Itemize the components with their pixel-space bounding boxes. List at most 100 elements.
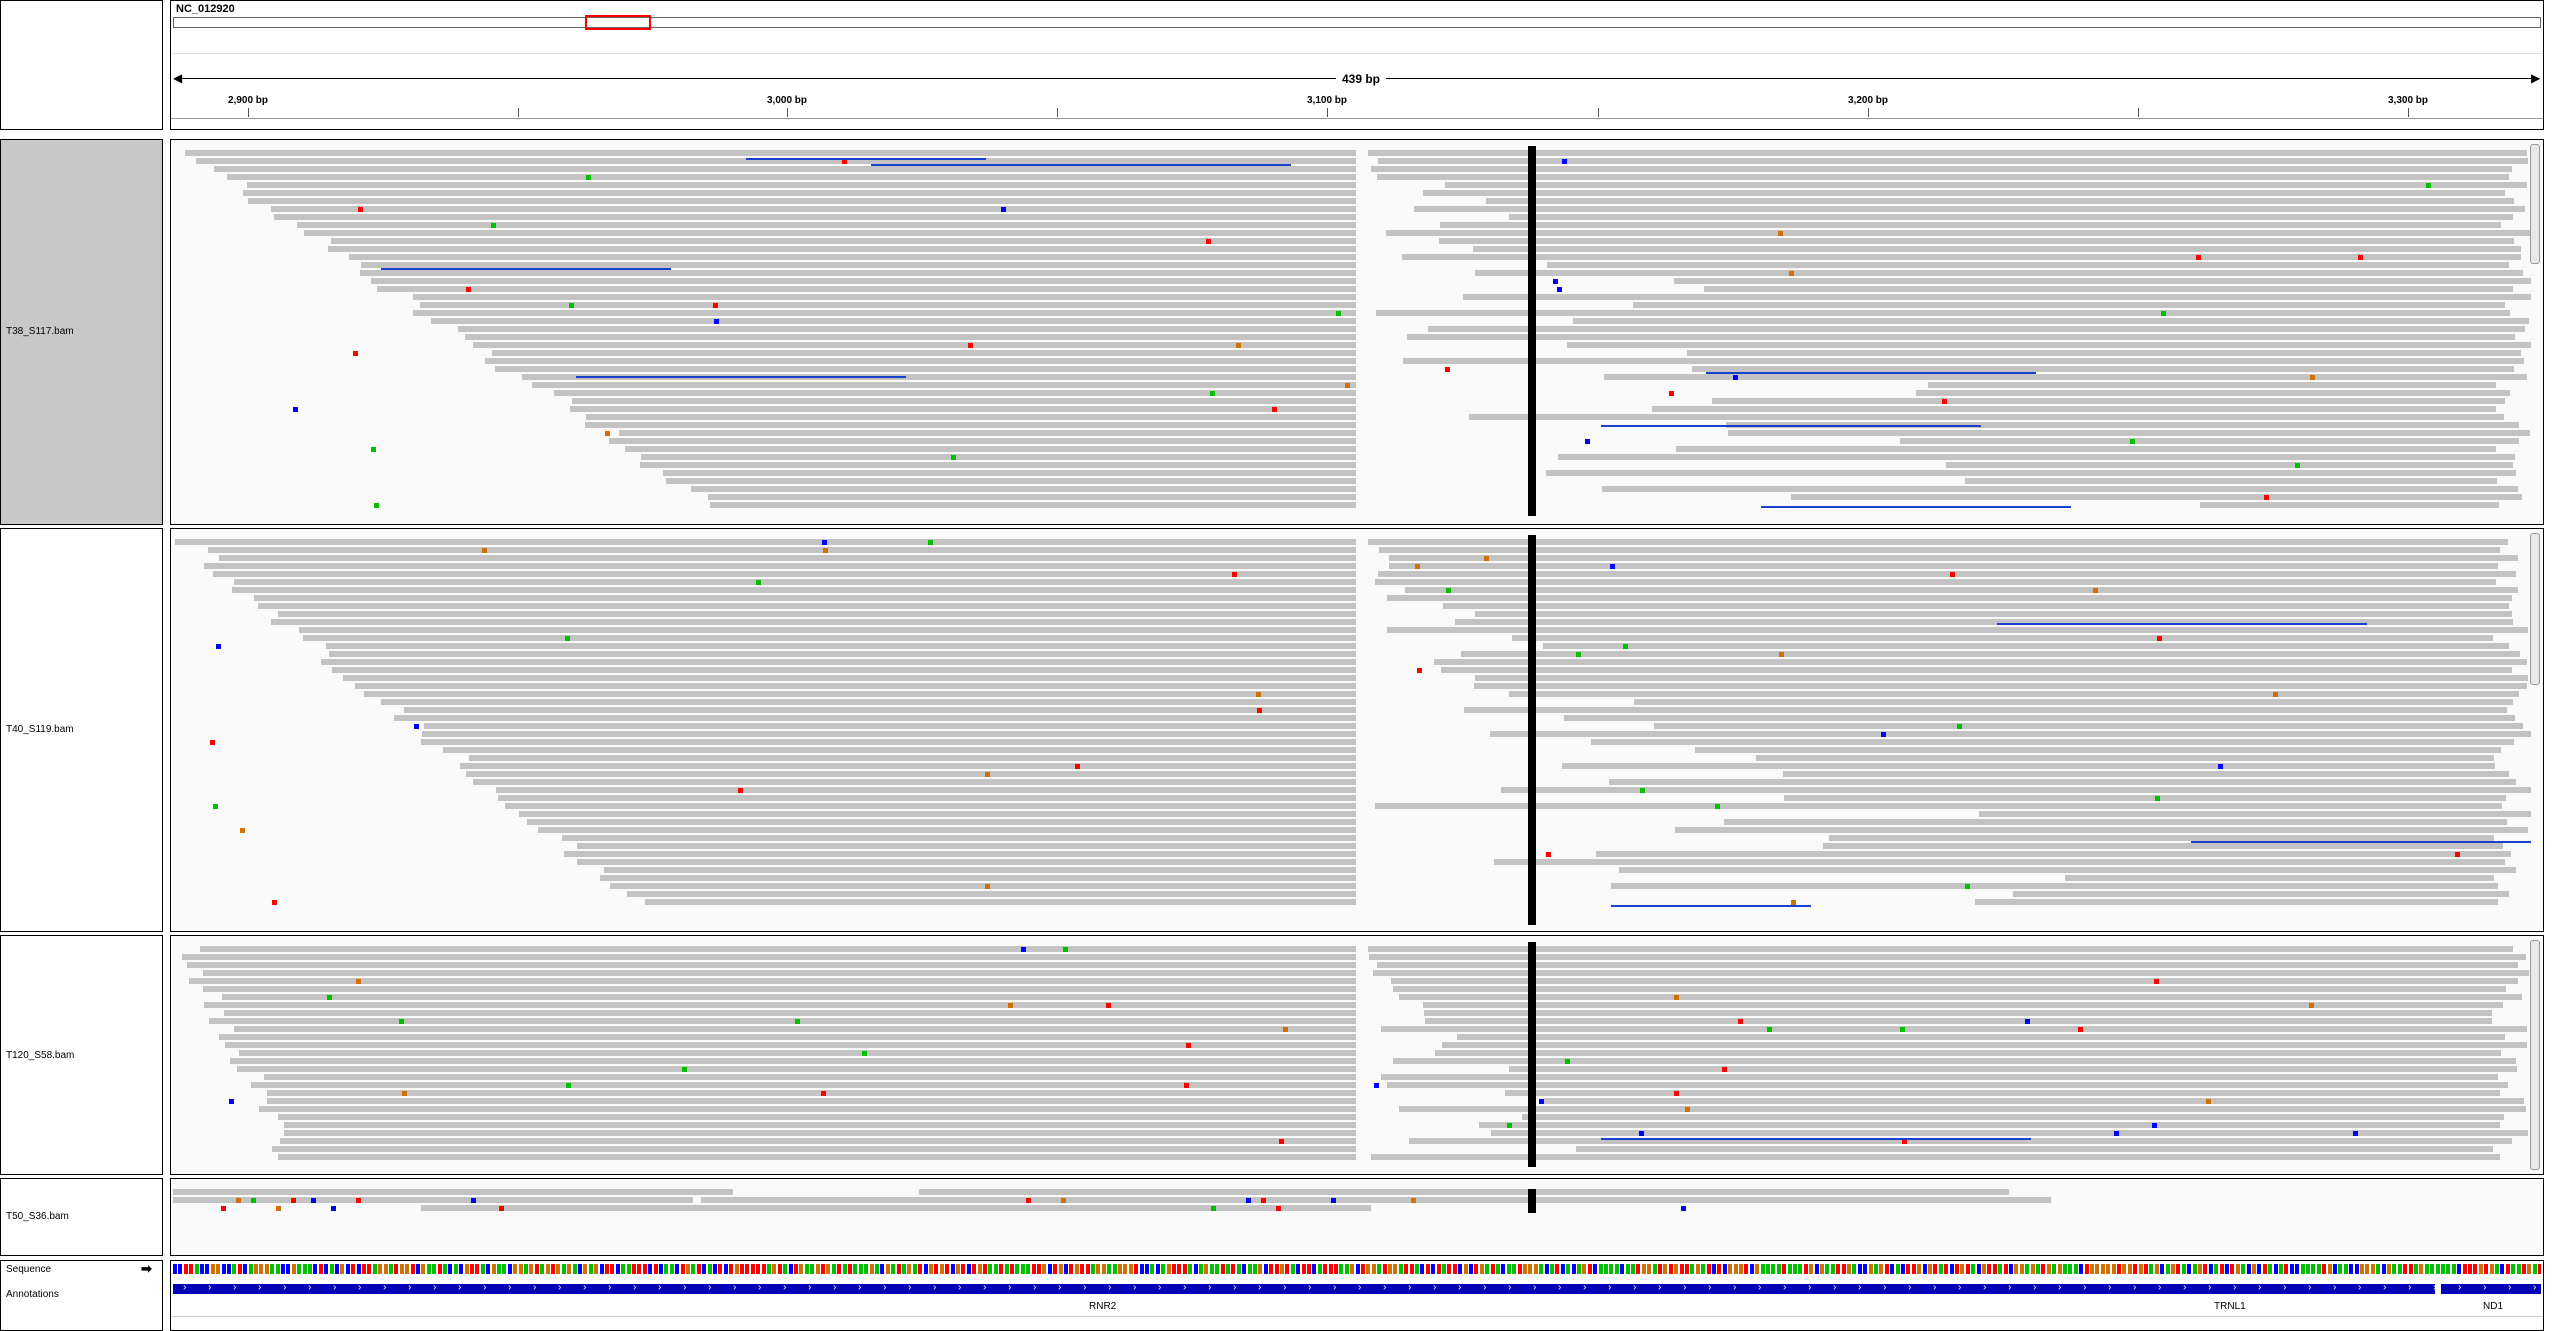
aligned-read [258, 603, 1356, 609]
strand-chevron-icon: › [383, 1282, 387, 1293]
sequence-base [707, 1264, 712, 1274]
track-name-panel[interactable]: T40_S119.bam [0, 528, 163, 932]
aligned-read [1546, 470, 2516, 476]
sequence-base [410, 1264, 415, 1274]
mismatch-base [1507, 1123, 1512, 1128]
mismatch-base [229, 1099, 234, 1104]
sequence-base [1906, 1264, 1911, 1274]
sequence-base [1215, 1264, 1220, 1274]
aligned-read [214, 166, 1356, 172]
track-name-panel[interactable]: T50_S36.bam [0, 1178, 163, 1256]
sequence-base [2424, 1264, 2429, 1274]
sequence-base [599, 1264, 604, 1274]
strand-chevron-icon: › [1008, 1282, 1012, 1293]
ruler-tick [1057, 108, 1058, 117]
alignment-track[interactable] [170, 1178, 2544, 1256]
sequence-base [740, 1264, 744, 1274]
mismatch-base [1008, 1003, 1013, 1008]
track-name-panel[interactable]: T38_S117.bam [0, 139, 163, 525]
sequence-base [1350, 1264, 1355, 1274]
aligned-read [1573, 318, 2529, 324]
sequence-base [864, 1264, 869, 1274]
mismatch-base [1001, 207, 1006, 212]
sequence-base [821, 1264, 825, 1274]
gene-feature-rnr2[interactable] [173, 1284, 2435, 1294]
sequence-base [1118, 1264, 1122, 1274]
gene-label: ND1 [2483, 1301, 2504, 1312]
mismatch-base [1236, 343, 1241, 348]
track-scrollbar[interactable] [2530, 940, 2540, 1170]
sequence-base [367, 1264, 372, 1274]
deletion-line [1997, 623, 2367, 625]
sequence-base [2397, 1264, 2402, 1274]
strand-chevron-icon: › [783, 1282, 787, 1293]
alignment-track[interactable] [170, 139, 2544, 525]
strand-chevron-icon: › [1558, 1282, 1562, 1293]
aligned-read [303, 635, 1356, 641]
sequence-base [1469, 1264, 1473, 1274]
strand-chevron-icon: › [2408, 1282, 2412, 1293]
mismatch-base [1767, 1027, 1772, 1032]
sequence-base [318, 1264, 323, 1274]
sequence-base [1004, 1264, 1009, 1274]
sequence-base [912, 1264, 917, 1274]
track-scrollbar[interactable] [2530, 533, 2540, 685]
sequence-base [1371, 1264, 1376, 1274]
mismatch-base [1957, 724, 1962, 729]
sequence-base [961, 1264, 966, 1274]
sequence-base [2019, 1264, 2024, 1274]
alignment-track[interactable] [170, 528, 2544, 932]
ruler-tick-label: 3,300 bp [2387, 95, 2429, 106]
mismatch-base [1610, 564, 1615, 569]
aligned-read [274, 214, 1356, 220]
aligned-read [469, 755, 1356, 761]
deletion-line [1611, 905, 1811, 907]
sequence-base [1625, 1264, 1630, 1274]
alignment-track[interactable] [170, 935, 2544, 1175]
gene-feature-nd1[interactable] [2441, 1284, 2541, 1294]
sequence-base [713, 1264, 717, 1274]
sequence-base [2041, 1264, 2046, 1274]
aligned-read [1596, 851, 2511, 857]
aligned-read [1399, 994, 2522, 1000]
strand-chevron-icon: › [1583, 1282, 1587, 1293]
strand-chevron-icon: › [1358, 1282, 1362, 1293]
strand-chevron-icon: › [483, 1282, 487, 1293]
sequence-base [1101, 1264, 1106, 1274]
sequence-base [1107, 1264, 1112, 1274]
sequence-base [2176, 1264, 2181, 1274]
aligned-read [189, 978, 1356, 984]
aligned-read [284, 1122, 1356, 1128]
aligned-read [572, 398, 1356, 404]
strand-arrow-icon[interactable]: ➡ [141, 1261, 152, 1276]
mismatch-base [1210, 391, 1215, 396]
sequence-base [2322, 1264, 2327, 1274]
track-name-panel[interactable]: T120_S58.bam [0, 935, 163, 1175]
aligned-read [1377, 174, 2509, 180]
sequence-base [2327, 1264, 2332, 1274]
mismatch-base [2310, 375, 2315, 380]
sequence-base [1404, 1264, 1409, 1274]
aligned-read [554, 390, 1356, 396]
sequence-base [1280, 1264, 1284, 1274]
sequence-base [2522, 1264, 2526, 1274]
mismatch-base [569, 303, 574, 308]
sequence-base [1301, 1264, 1306, 1274]
deletion-line [1761, 506, 2071, 508]
strand-chevron-icon: › [408, 1282, 412, 1293]
mismatch-base [2218, 764, 2223, 769]
aligned-read [431, 318, 1356, 324]
sequence-base [1841, 1264, 1846, 1274]
aligned-read [1434, 659, 2527, 665]
sequence-base [335, 1264, 339, 1274]
strand-chevron-icon: › [1458, 1282, 1462, 1293]
aligned-read [237, 1066, 1356, 1072]
aligned-read [1407, 334, 2515, 340]
chromosome-ideogram[interactable] [173, 17, 2541, 28]
sequence-base [2100, 1264, 2105, 1274]
aligned-read [522, 374, 1356, 380]
aligned-read [1442, 1042, 2527, 1048]
track-scrollbar[interactable] [2530, 144, 2540, 264]
sequence-base [1485, 1264, 1490, 1274]
current-region-box[interactable] [585, 15, 651, 30]
